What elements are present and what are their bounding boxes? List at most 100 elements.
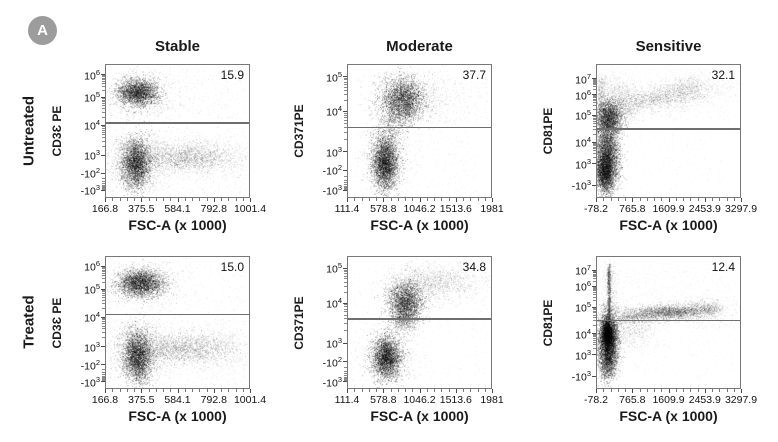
y-tick-mark <box>592 141 596 143</box>
y-minor-tick <box>344 373 347 375</box>
y-minor-tick <box>593 287 596 289</box>
y-minor-tick <box>593 100 596 102</box>
y-minor-tick <box>344 304 347 306</box>
y-minor-tick <box>102 75 105 77</box>
x-minor-tick <box>242 198 244 201</box>
y-minor-tick <box>593 95 596 96</box>
y-minor-tick <box>593 296 596 298</box>
y-minor-tick <box>102 268 105 270</box>
y-minor-tick <box>102 321 105 323</box>
exponent: 3 <box>337 183 342 193</box>
y-tick-mark <box>592 285 596 287</box>
x-minor-tick <box>228 198 230 201</box>
exponent: 3 <box>337 335 342 345</box>
exponent: 6 <box>586 279 591 289</box>
y-minor-tick <box>102 271 105 272</box>
x-minor-tick <box>448 198 450 201</box>
x-tick-mark <box>250 198 251 202</box>
x-tick-label: 375.5 <box>128 203 155 215</box>
y-tick-label: 104 <box>84 118 100 133</box>
y-tick-mark <box>592 94 596 95</box>
y-minor-tick <box>593 278 596 280</box>
y-minor-tick <box>593 79 596 81</box>
gate-percentage: 15.9 <box>220 68 244 82</box>
gate-line <box>597 128 740 130</box>
x-tick-label: -78.2 <box>584 203 608 215</box>
x-minor-tick <box>112 198 114 201</box>
y-tick-mark <box>343 169 347 171</box>
y-minor-tick <box>593 119 596 121</box>
y-minor-tick <box>344 308 347 310</box>
y-tick-label: -103 <box>571 178 591 193</box>
x-minor-tick <box>235 198 237 201</box>
y-minor-tick <box>102 90 105 92</box>
y-minor-tick <box>102 183 105 185</box>
x-minor-tick <box>126 389 128 392</box>
y-minor-tick <box>102 379 105 381</box>
y-minor-tick <box>593 152 596 154</box>
x-tick-mark <box>632 389 634 393</box>
x-tick-label: 584.1 <box>164 394 191 406</box>
y-minor-tick <box>102 108 105 110</box>
y-tick-mark <box>101 316 105 318</box>
x-minor-tick <box>712 198 713 201</box>
y-tick-mark <box>101 172 105 174</box>
gate-percentage: 32.1 <box>711 68 735 82</box>
x-minor-tick <box>434 198 435 201</box>
x-minor-tick <box>148 198 150 201</box>
x-axis-title: FSC-A (x 1000) <box>128 217 227 233</box>
x-tick-mark <box>105 198 106 202</box>
y-minor-tick <box>593 104 596 106</box>
y-minor-tick <box>593 337 596 339</box>
y-minor-tick <box>593 156 596 158</box>
y-tick-mark <box>101 190 105 191</box>
x-minor-tick <box>719 198 721 201</box>
y-minor-tick <box>593 80 596 82</box>
x-tick-mark <box>383 198 385 202</box>
y-minor-tick <box>102 319 105 321</box>
x-minor-tick <box>690 389 692 392</box>
y-tick-mark <box>101 125 105 126</box>
x-minor-tick <box>639 198 641 201</box>
x-minor-tick <box>361 389 363 392</box>
y-tick-mark <box>592 354 596 356</box>
y-minor-tick <box>344 119 347 121</box>
y-minor-tick <box>102 178 105 180</box>
x-tick-label: 792.8 <box>200 203 227 215</box>
x-tick-label: 3297.9 <box>724 203 758 215</box>
y-minor-tick <box>593 300 596 302</box>
y-minor-tick <box>344 112 347 114</box>
x-minor-tick <box>646 198 648 201</box>
y-minor-tick <box>593 310 596 312</box>
y-axis-title: CD3Ɛ PE <box>50 105 64 157</box>
scatter-dots-canvas <box>597 65 740 197</box>
y-minor-tick <box>593 307 596 309</box>
y-minor-tick <box>593 143 596 145</box>
x-minor-tick <box>376 389 377 392</box>
y-minor-tick <box>344 139 347 140</box>
y-minor-tick <box>102 140 105 142</box>
y-minor-tick <box>344 318 347 320</box>
y-minor-tick <box>593 123 596 124</box>
y-tick-mark <box>592 270 596 271</box>
plot-area: 15.9 <box>105 64 250 198</box>
exponent: 5 <box>95 282 100 292</box>
x-tick-mark <box>668 389 670 393</box>
plot-area: 32.1 <box>596 64 741 198</box>
y-tick-label: 106 <box>575 87 591 103</box>
x-minor-tick <box>484 389 486 392</box>
y-minor-tick <box>344 269 347 271</box>
x-minor-tick <box>470 389 472 392</box>
y-minor-tick <box>102 105 105 107</box>
x-minor-tick <box>199 198 201 201</box>
exponent: 2 <box>95 357 100 367</box>
y-minor-tick <box>593 148 596 150</box>
y-minor-tick <box>102 99 105 101</box>
y-tick-label: 103 <box>84 148 100 163</box>
y-minor-tick <box>593 142 596 144</box>
exponent: 3 <box>95 148 100 158</box>
panel-treated-moderate: 34.8 111.4 578.8 1046.2 1513.6 1981 105 104 103 -… <box>292 256 504 424</box>
panel-untreated-moderate: 37.7 111.4 578.8 1046.2 1513.6 1981 105 104 103 -… <box>292 64 504 233</box>
x-minor-tick <box>368 198 370 201</box>
exponent: 5 <box>586 108 591 118</box>
